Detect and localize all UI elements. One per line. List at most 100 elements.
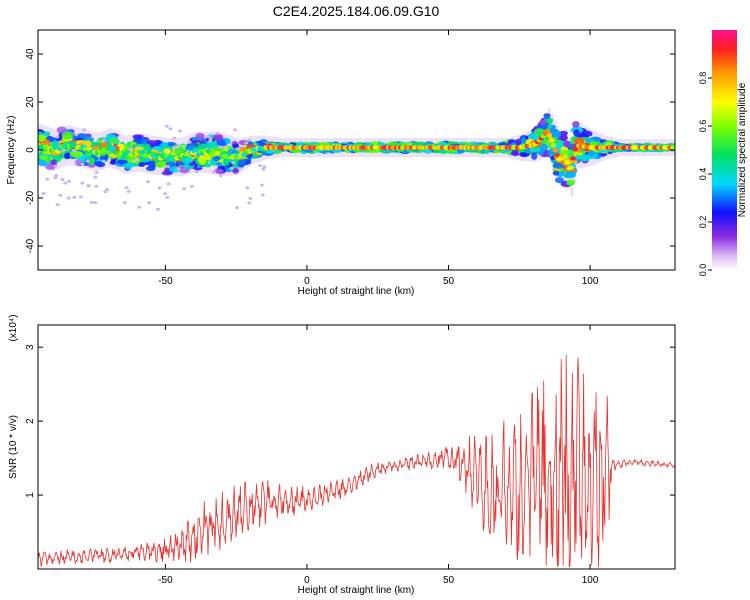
- spectral-blob: [198, 158, 207, 165]
- colorbar-tick-label: 0.6: [698, 120, 708, 133]
- ridge-blob: [548, 137, 555, 143]
- spectral-blob: [42, 139, 50, 147]
- outlier-blob: [229, 166, 234, 170]
- ridge-blob: [570, 156, 576, 161]
- outlier-blob: [247, 201, 252, 205]
- outlier-blob: [168, 127, 173, 131]
- spectral-blob: [87, 157, 96, 165]
- spectral-blob: [549, 129, 562, 138]
- spectral-blob: [132, 134, 143, 140]
- spectral-blob: [580, 130, 593, 138]
- snr-panel: -50 0 50 100 1 2 3 Height of straight line (k…: [8, 314, 676, 596]
- outlier-blob: [218, 174, 223, 178]
- x-tick-label: -50: [158, 276, 173, 287]
- spectral-blob: [222, 158, 230, 166]
- outlier-blob: [93, 175, 98, 179]
- y-tick-label: 0: [25, 147, 36, 153]
- spectral-blob: [168, 165, 181, 173]
- x-tick-label: 0: [304, 276, 310, 287]
- outlier-blob: [122, 201, 127, 205]
- spectral-blob: [552, 162, 564, 169]
- spectrogram-x-axis-label: Height of straight line (km): [298, 286, 415, 297]
- spectrogram-panel: -50 0 50 100 -40 -20 0 20 40 Height of straight…: [6, 29, 676, 297]
- spectral-blob: [539, 143, 548, 151]
- spectral-blob: [213, 168, 224, 174]
- colorbar-gradient: [712, 30, 737, 270]
- outlier-blob: [105, 187, 110, 191]
- x-tick-label: 50: [443, 575, 455, 586]
- spectral-blob: [146, 140, 157, 145]
- ridge-blob: [554, 153, 561, 158]
- outlier-blob: [261, 167, 266, 171]
- ridge-blob: [671, 145, 675, 150]
- spectral-blob: [527, 132, 538, 140]
- outlier-blob: [171, 146, 176, 150]
- spectrogram-y-axis-label: Frequency (Hz): [6, 116, 17, 185]
- outlier-blob: [155, 207, 160, 211]
- outlier-blob: [134, 158, 139, 162]
- outlier-blob: [182, 187, 187, 191]
- spectral-blob: [580, 154, 591, 162]
- spectral-blob: [529, 147, 541, 153]
- spectral-blob: [573, 129, 580, 137]
- ridge-blob: [140, 149, 146, 155]
- ridge-blob: [544, 128, 551, 134]
- spectral-blob: [69, 150, 82, 158]
- spectral-blob: [232, 143, 240, 149]
- outlier-blob: [80, 181, 85, 185]
- snr-y-scale-label: (x10⁴): [8, 314, 19, 341]
- ridge-blob: [550, 143, 557, 148]
- y-tick-label: 20: [25, 96, 36, 108]
- outlier-blob: [211, 170, 216, 174]
- x-tick-label: 100: [582, 575, 599, 586]
- spectral-blob: [155, 161, 167, 169]
- outlier-blob: [66, 196, 71, 200]
- outlier-blob: [162, 192, 167, 196]
- ridge-blob: [568, 165, 574, 170]
- x-tick-label: 0: [304, 575, 310, 586]
- spectral-blob: [543, 114, 550, 120]
- spectral-blob: [134, 146, 143, 152]
- y-tick-label: -40: [25, 238, 36, 253]
- spectral-blob: [61, 131, 74, 140]
- outlier-blob: [235, 206, 240, 210]
- ridge-blob: [546, 132, 553, 138]
- outlier-blob: [85, 159, 90, 163]
- outlier-blob: [260, 193, 265, 197]
- spectral-blob: [228, 158, 239, 164]
- outlier-blob: [166, 164, 171, 168]
- outlier-blob: [58, 193, 63, 197]
- outlier-blob: [60, 178, 65, 182]
- spectral-blob: [184, 145, 195, 150]
- outlier-blob: [217, 145, 222, 149]
- spectral-blob: [50, 159, 58, 165]
- spectral-blob: [531, 152, 538, 160]
- y-tick-label: 40: [25, 48, 36, 60]
- snr-line: [38, 354, 675, 568]
- y-tick-label: 3: [25, 344, 36, 350]
- spectral-blob: [124, 163, 133, 170]
- outlier-blob: [208, 137, 213, 141]
- spectral-blob: [552, 170, 560, 176]
- spectral-blob: [77, 155, 86, 161]
- outlier-blob: [208, 139, 213, 143]
- outlier-blob: [189, 184, 194, 188]
- spectral-blob: [173, 147, 185, 155]
- outlier-blob: [166, 182, 171, 186]
- outlier-blob: [63, 181, 68, 185]
- spectral-blob: [163, 148, 171, 154]
- ridge-blob: [552, 148, 559, 153]
- colorbar-tick-label: 0.2: [698, 216, 708, 229]
- outlier-blob: [124, 186, 129, 190]
- outlier-blob: [89, 200, 94, 204]
- outlier-blob: [53, 176, 58, 180]
- spectral-blob: [573, 137, 585, 145]
- spectral-blob: [216, 139, 226, 147]
- spectral-blob: [554, 177, 565, 184]
- spectral-blob: [559, 149, 570, 156]
- colorbar-ticks: 0.0 0.2 0.4 0.6 0.8: [698, 72, 712, 276]
- outlier-blob: [247, 138, 252, 142]
- outlier-blob: [78, 195, 83, 199]
- outlier-blob: [205, 135, 210, 139]
- outlier-blob: [147, 201, 152, 205]
